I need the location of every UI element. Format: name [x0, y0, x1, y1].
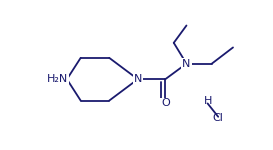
- Text: H₂N: H₂N: [47, 74, 68, 84]
- Text: O: O: [161, 98, 170, 108]
- Text: N: N: [133, 74, 142, 84]
- Text: Cl: Cl: [213, 114, 224, 123]
- Text: H: H: [203, 96, 212, 106]
- Text: N: N: [182, 59, 191, 69]
